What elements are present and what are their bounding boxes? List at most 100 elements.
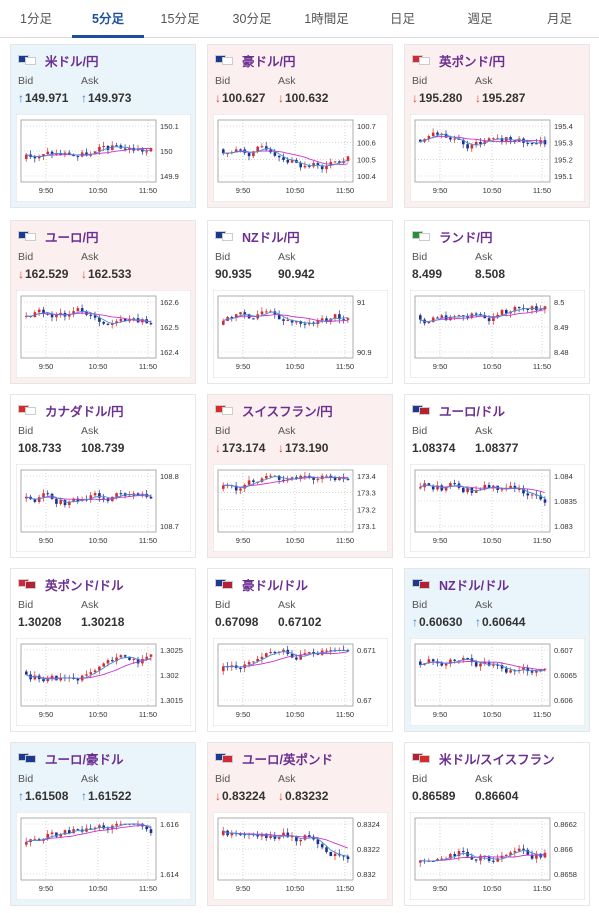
candle-body [346, 650, 350, 652]
ask-label: Ask [475, 773, 493, 785]
chart-svg: 150.1 150 149.9 9:50 10:50 11:50 [16, 114, 191, 202]
candle-body [68, 501, 71, 506]
candle-body [487, 484, 491, 489]
candle-body [230, 317, 234, 319]
bid-value: ↓0.83224 [215, 789, 266, 803]
currency-flags-icon [18, 405, 37, 415]
currency-pair-link[interactable]: 米ドル/スイスフラン [439, 752, 555, 767]
rate-card[interactable]: NZドル/ドル Bid Ask ↑0.60630 ↑0.60644 0.607 0… [404, 568, 590, 732]
candle-body [37, 497, 41, 502]
candle-body [33, 839, 37, 841]
candle-body [487, 138, 491, 141]
currency-pair-link[interactable]: ランド/円 [439, 230, 493, 245]
ask-label: Ask [278, 599, 296, 611]
currency-pair-link[interactable]: ユーロ/ドル [439, 404, 505, 419]
card-header: 豪ドル/ドル [215, 576, 308, 593]
candle-body [234, 314, 238, 318]
currency-pair-link[interactable]: ユーロ/円 [45, 230, 99, 245]
ask-label: Ask [81, 599, 99, 611]
candle-body [119, 493, 123, 495]
card-header: ユーロ/円 [18, 228, 99, 245]
candle-body [93, 670, 97, 673]
tab-6[interactable]: 週足 [467, 12, 493, 26]
rate-card[interactable]: 豪ドル/円 Bid Ask ↓100.627 ↓100.632 100.7 100… [207, 44, 393, 208]
currency-pair-link[interactable]: NZドル/円 [242, 230, 300, 245]
candle-body [115, 321, 118, 323]
candle-body [42, 309, 45, 314]
x-tick-label: 10:50 [89, 362, 108, 371]
candle-body [50, 314, 54, 318]
candle-body [526, 308, 530, 310]
tab-3[interactable]: 30分足 [232, 12, 272, 26]
currency-pair-link[interactable]: カナダドル/円 [45, 404, 124, 419]
candle-body [427, 321, 431, 324]
rate-card[interactable]: 英ポンド/円 Bid Ask ↓195.280 ↓195.287 195.4 19… [404, 44, 590, 208]
y-tick-label: 100.7 [357, 122, 376, 131]
candle-body [102, 663, 105, 667]
ask-label: Ask [475, 251, 493, 263]
candle-body [530, 494, 534, 496]
bid-label: Bid [412, 425, 428, 437]
x-tick-label: 9:50 [39, 536, 54, 545]
rate-card[interactable]: ユーロ/英ポンド Bid Ask ↓0.83224 ↓0.83232 0.832… [207, 742, 393, 906]
x-tick-label: 11:50 [336, 186, 354, 195]
candle-body [462, 139, 465, 145]
candle-body [543, 499, 547, 503]
rate-card[interactable]: カナダドル/円 Bid Ask 108.733 108.739 108.8 108… [10, 394, 196, 558]
chart-svg: 0.8662 0.866 0.8658 9:50 10:50 11:50 [410, 812, 585, 900]
candle-body [115, 493, 118, 497]
rate-card[interactable]: 米ドル/円 Bid Ask ↑149.971 ↑149.973 150.1 150… [10, 44, 196, 208]
tab-0[interactable]: 1分足 [20, 12, 52, 26]
currency-pair-link[interactable]: ユーロ/豪ドル [45, 752, 124, 767]
candle-body [526, 493, 530, 496]
candle-body [466, 657, 469, 659]
candle-body [282, 319, 285, 321]
candle-body [282, 479, 285, 481]
y-tick-label: 90.9 [357, 348, 372, 357]
candle-body [449, 316, 452, 321]
candle-body [55, 314, 58, 318]
rate-card[interactable]: 英ポンド/ドル Bid Ask 1.30208 1.30218 1.3025 1.… [10, 568, 196, 732]
rate-card[interactable]: ユーロ/ドル Bid Ask 1.08374 1.08377 1.084 1.08… [404, 394, 590, 558]
currency-pair-link[interactable]: 豪ドル/円 [242, 54, 296, 69]
y-tick-label: 0.67 [357, 696, 372, 705]
y-tick-label: 0.6065 [554, 671, 577, 680]
rate-card[interactable]: スイスフラン/円 Bid Ask ↓173.174 ↓173.190 173.4… [207, 394, 393, 558]
rate-card[interactable]: ランド/円 Bid Ask 8.499 8.508 8.5 8.49 8.48 9:5… [404, 220, 590, 384]
bid-label: Bid [215, 251, 231, 263]
bid-label: Bid [215, 75, 231, 87]
tab-1[interactable]: 5分足 [72, 0, 144, 38]
currency-pair-link[interactable]: スイスフラン/円 [242, 404, 333, 419]
rate-card[interactable]: NZドル/円 Bid Ask 90.935 90.942 91 90.9 9:50 1… [207, 220, 393, 384]
rate-card[interactable]: ユーロ/円 Bid Ask ↓162.529 ↓162.533 162.6 162… [10, 220, 196, 384]
y-tick-label: 0.866 [554, 845, 573, 854]
currency-pair-link[interactable]: NZドル/ドル [439, 578, 510, 593]
tab-7[interactable]: 月足 [546, 12, 572, 26]
candle-body [419, 139, 422, 142]
tab-2[interactable]: 15分足 [160, 12, 200, 26]
bid-value: ↑0.60630 [412, 615, 463, 629]
y-tick-label: 150.1 [160, 122, 179, 131]
currency-pair-link[interactable]: ユーロ/英ポンド [242, 752, 333, 767]
currency-pair-link[interactable]: 米ドル/円 [45, 54, 99, 69]
tab-5[interactable]: 日足 [389, 12, 415, 26]
rate-card[interactable]: 米ドル/スイスフラン Bid Ask 0.86589 0.86604 0.866… [404, 742, 590, 906]
rate-card[interactable]: ユーロ/豪ドル Bid Ask ↑1.61508 ↑1.61522 1.616 1… [10, 742, 196, 906]
candle-body [543, 140, 547, 145]
x-tick-label: 9:50 [433, 884, 448, 893]
candle-body [256, 146, 259, 152]
currency-pair-link[interactable]: 英ポンド/ドル [45, 578, 124, 593]
x-tick-label: 10:50 [483, 884, 502, 893]
x-tick-label: 11:50 [533, 710, 551, 719]
candle-body [492, 316, 495, 322]
card-header: NZドル/ドル [412, 576, 510, 593]
x-tick-label: 10:50 [89, 884, 108, 893]
candle-body [500, 310, 504, 315]
rate-card[interactable]: 豪ドル/ドル Bid Ask 0.67098 0.67102 0.671 0.67… [207, 568, 393, 732]
x-tick-label: 10:50 [483, 186, 502, 195]
candle-body [440, 315, 444, 318]
currency-pair-link[interactable]: 豪ドル/ドル [242, 578, 308, 593]
currency-pair-link[interactable]: 英ポンド/円 [439, 54, 505, 69]
tab-4[interactable]: 1時間足 [304, 12, 349, 26]
candle-body [440, 858, 444, 860]
